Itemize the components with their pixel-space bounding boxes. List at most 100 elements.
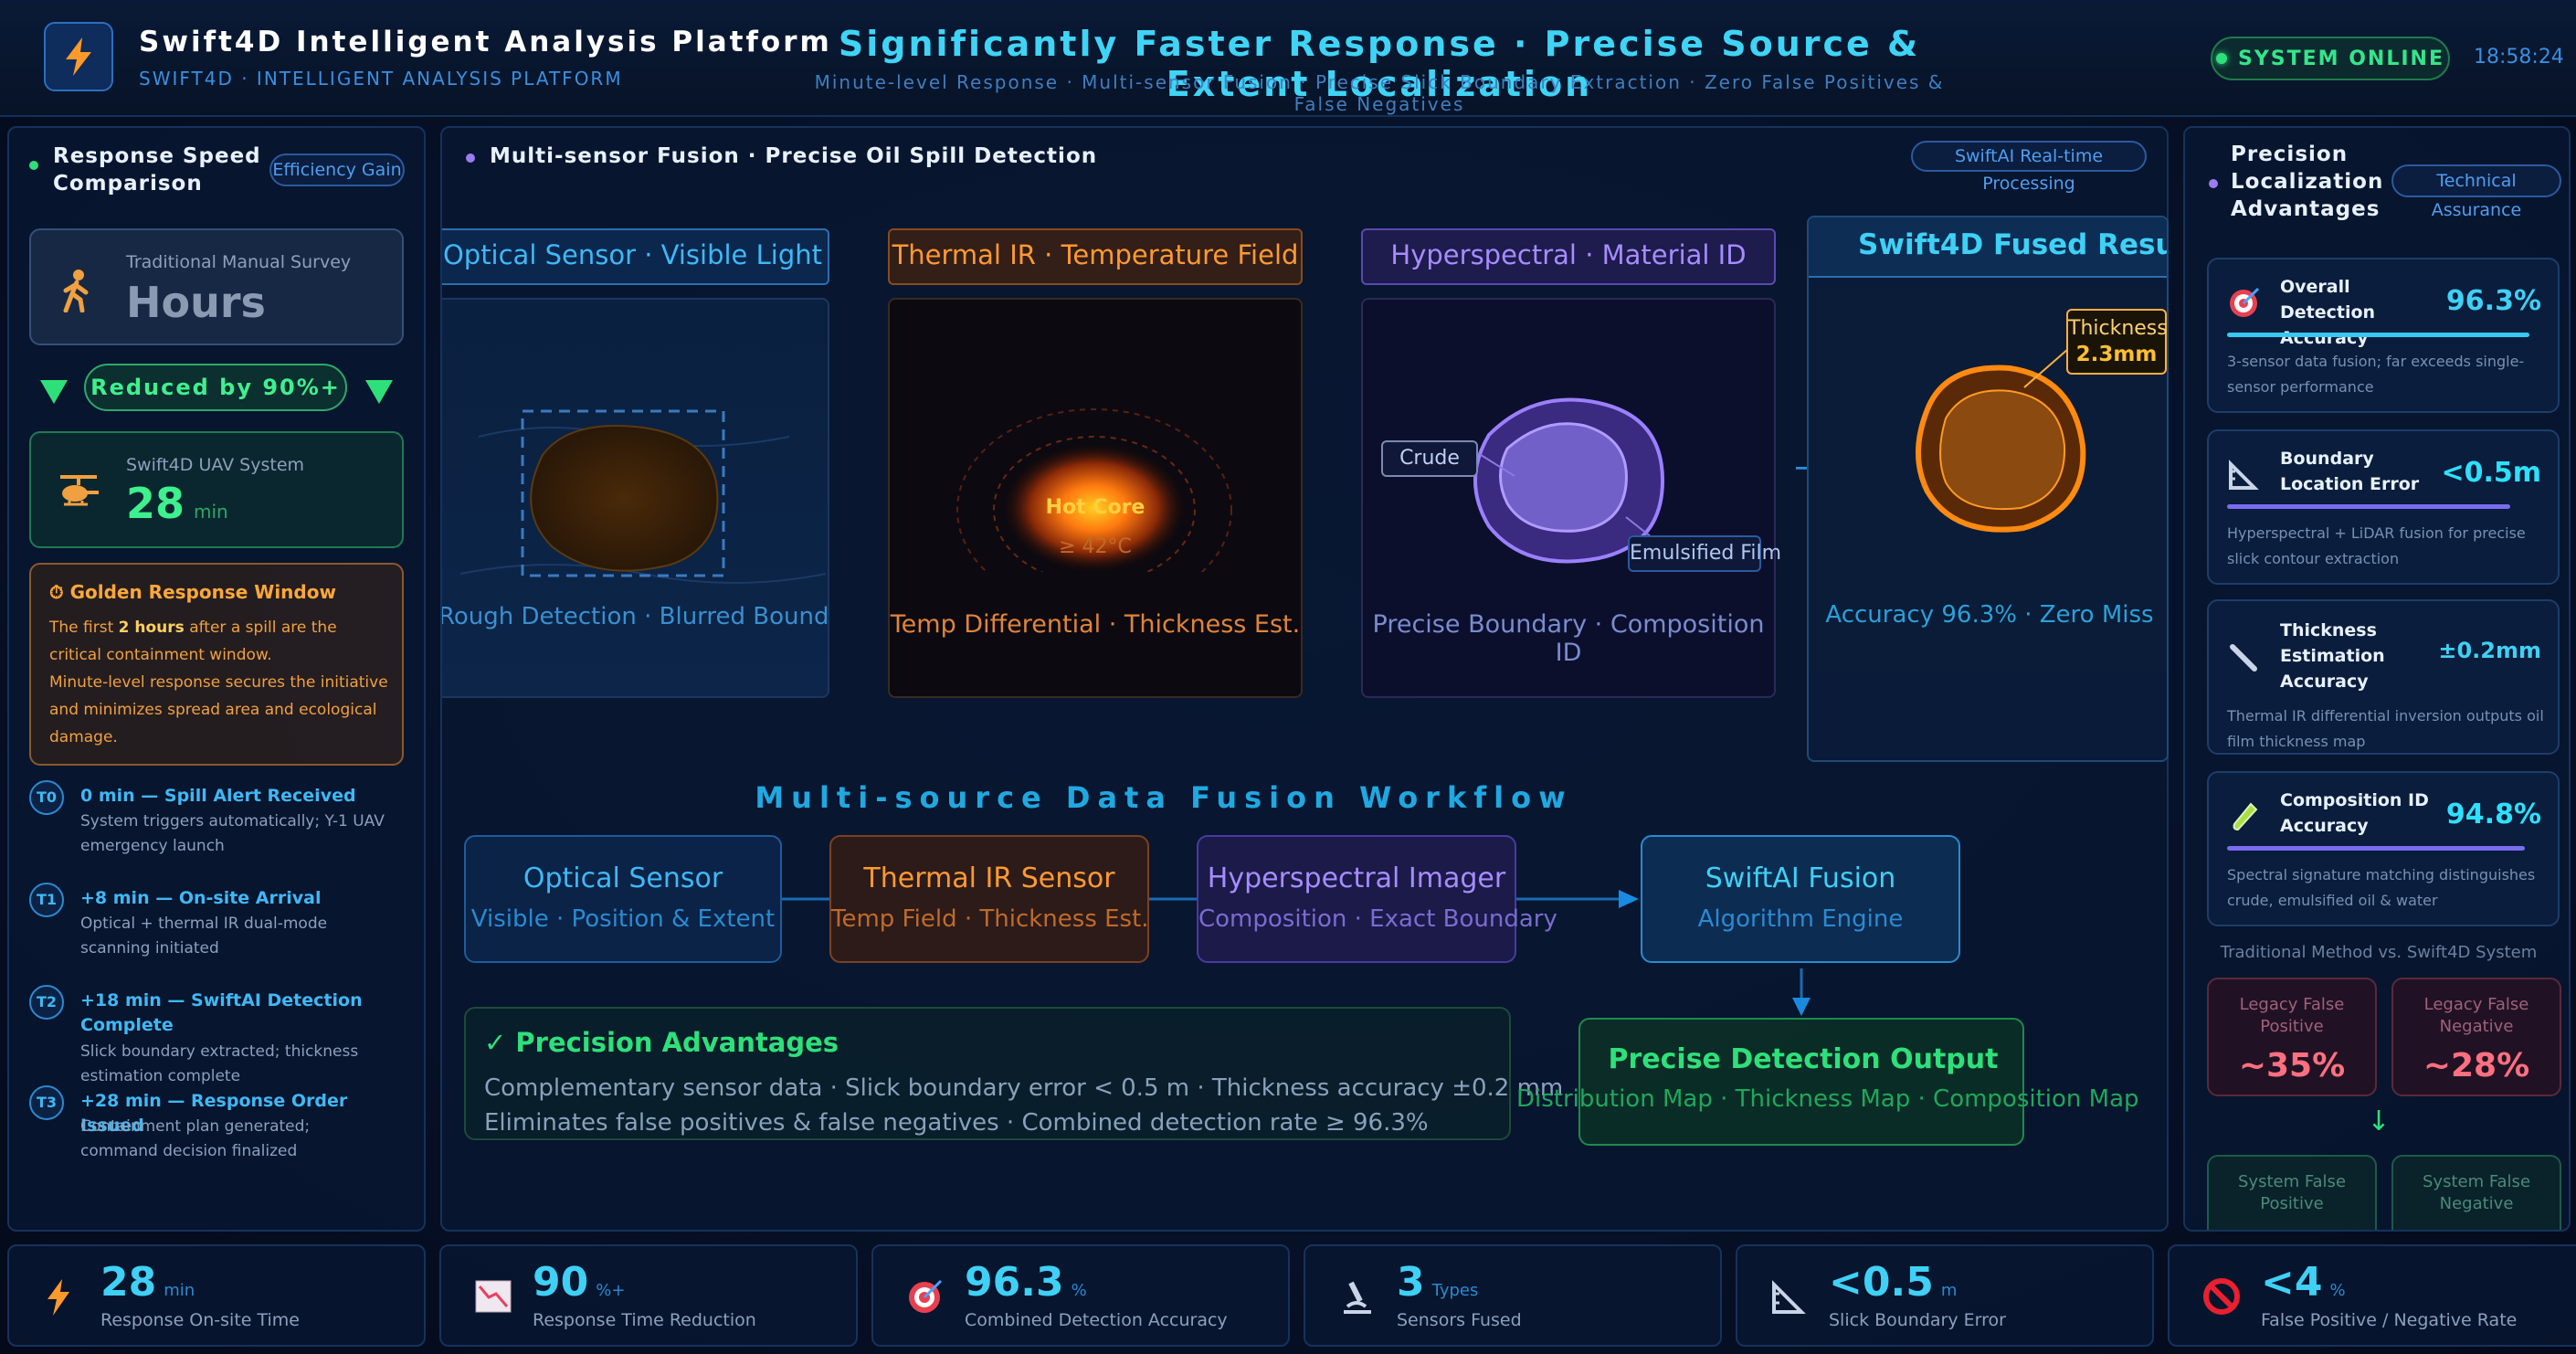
metric-desc: Hyperspectral + LiDAR fusion for precise… (2227, 524, 2526, 567)
down-triangle-icon (365, 380, 393, 404)
workflow-thermal-node: Thermal IR Sensor Temp Field · Thickness… (829, 835, 1149, 963)
prohibited-icon (2203, 1278, 2240, 1315)
footer-value-row: 90 %+ (533, 1259, 625, 1306)
optical-title: Optical Sensor · Visible Light (442, 239, 822, 270)
timeline-title: +18 min — SwiftAI Detection Complete (80, 990, 363, 1035)
footer-stat-card: <4 % False Positive / Negative Rate (2168, 1244, 2576, 1347)
status-dot (2216, 53, 2228, 64)
hyper-slick-graphic (1473, 397, 1665, 564)
footer-value-row: <4 % (2261, 1259, 2346, 1306)
thermal-heatmap-graphic (956, 408, 1232, 572)
timeline-item: T0 0 min — Spill Alert Received System t… (29, 780, 413, 872)
hyper-caption: Precise Boundary · Composition ID (1372, 610, 1765, 667)
hyper-header (1361, 228, 1776, 285)
footer-unit: %+ (596, 1281, 626, 1300)
workflow-title: Multi-source Data Fusion Workflow (755, 780, 1573, 815)
metric-card: Composition ID Accuracy 94.8% Spectral s… (2207, 771, 2560, 926)
emulsified-label: Emulsified Film (1628, 535, 1781, 572)
system-fp-card: System False Positive (2207, 1155, 2377, 1230)
left-panel: Response Speed Comparison Efficiency Gain… (7, 126, 426, 1232)
metric-desc: 3-sensor data fusion; far exceeds single… (2227, 353, 2525, 396)
advantages-line1: Complementary sensor data · Slick bounda… (484, 1074, 1564, 1102)
footer-stat-card: 28 min Response On-site Time (7, 1244, 426, 1347)
thermal-caption: Temp Differential · Thickness Est. (890, 610, 1301, 639)
metric-title: Composition ID Accuracy (2280, 790, 2429, 836)
advantages-title: ✓ Precision Advantages (484, 1027, 839, 1058)
footer-value-row: 28 min (100, 1259, 195, 1306)
uav-label: Swift4D UAV System (126, 455, 305, 475)
footer-value: 96.3 (965, 1259, 1064, 1306)
traditional-value: Hours (126, 278, 266, 327)
golden-window-text: The first 2 hours after a spill are the … (49, 619, 388, 746)
metric-bar (2227, 846, 2525, 851)
footer-stat-card: <0.5 m Slick Boundary Error (1736, 1244, 2154, 1347)
metric-card: Overall Detection Accuracy 96.3% 3-senso… (2207, 258, 2560, 413)
metric-title: Boundary Location Error (2280, 449, 2420, 494)
footer-label: Sensors Fused (1397, 1310, 1522, 1330)
footer-value: 3 (1397, 1259, 1425, 1306)
metric-bar (2227, 504, 2510, 509)
panel-dot (466, 153, 475, 163)
timeline-title: 0 min — Spill Alert Received (80, 786, 356, 806)
fused-result-view: Swift4D Fused Result Thickness 2.3mm Acc… (1807, 216, 2169, 762)
fused-title: Swift4D Fused Result (1858, 228, 2169, 261)
footer-label: Combined Detection Accuracy (965, 1310, 1228, 1330)
metric-desc: Spectral signature matching distinguishe… (2227, 866, 2536, 909)
advantages-line2: Eliminates false positives & false negat… (484, 1109, 1429, 1137)
metric-desc: Thermal IR differential inversion output… (2227, 707, 2544, 750)
legacy-fn-card: Legacy False Negative ~28% (2391, 978, 2561, 1096)
clock: 18:58:24 (2474, 46, 2564, 69)
metric-card: Thickness Estimation Accuracy ±0.2mm The… (2207, 599, 2560, 755)
metric-value: 94.8% (2445, 799, 2541, 830)
fused-slick-graphic (1916, 335, 2086, 533)
metric-value: ±0.2mm (2438, 638, 2541, 663)
metric-value: <0.5m (2441, 457, 2541, 489)
system-fn-card: System False Negative (2391, 1155, 2561, 1230)
metric-title: Thickness Estimation Accuracy (2280, 620, 2385, 692)
center-panel-title: Multi-sensor Fusion · Precise Oil Spill … (490, 144, 1098, 168)
optical-caption: Rough Detection · Blurred Boundary (442, 603, 829, 630)
fused-caption: Accuracy 96.3% · Zero Miss (1825, 601, 2154, 629)
footer-label: Slick Boundary Error (1829, 1310, 2006, 1330)
timeline-item: T3 +28 min — Response Order Issued Conta… (29, 1085, 413, 1177)
timeline-item: T1 +8 min — On-site Arrival Optical + th… (29, 883, 413, 974)
workflow-fusion-node: SwiftAI Fusion Algorithm Engine (1641, 835, 1960, 963)
timeline-badge: T0 (29, 780, 64, 815)
chart-down-icon (475, 1280, 512, 1313)
ruler-icon (1772, 1280, 1806, 1314)
thermal-header (888, 228, 1303, 285)
footer-unit: % (1071, 1281, 1087, 1300)
optical-slick-graphic (459, 409, 827, 584)
footer-unit: min (164, 1281, 195, 1300)
thickness-label: Thickness 2.3mm (2066, 309, 2167, 375)
uav-value: 28 min (126, 479, 228, 528)
footer-unit: % (2329, 1281, 2346, 1300)
test-tube-icon (2233, 802, 2258, 831)
ruler-icon (2229, 460, 2259, 490)
timeline-desc: Slick boundary extracted; thickness esti… (80, 1042, 359, 1085)
app-subtitle: SWIFT4D · INTELLIGENT ANALYSIS PLATFORM (139, 68, 623, 90)
header: Swift4D Intelligent Analysis Platform SW… (0, 0, 2576, 117)
golden-window-title: ⏱ Golden Response Window (49, 581, 336, 603)
logo (44, 22, 113, 91)
target-icon (2230, 287, 2260, 317)
footer-label: Response On-site Time (100, 1310, 300, 1330)
headline: Significantly Faster Response · Precise … (838, 24, 1921, 104)
compare-title: Traditional Method vs. Swift4D System (2220, 943, 2538, 962)
metric-bar (2227, 333, 2529, 337)
traditional-label: Traditional Manual Survey (126, 252, 352, 272)
timeline-badge: T1 (29, 883, 64, 917)
metric-value: 96.3% (2445, 285, 2541, 317)
footer-stat-card: 96.3 % Combined Detection Accuracy (871, 1244, 1290, 1347)
timer-icon: ⏱ (49, 581, 70, 603)
down-triangle-icon (40, 380, 68, 404)
footer-label: Response Time Reduction (533, 1310, 756, 1330)
timeline-item: T2 +18 min — SwiftAI Detection Complete … (29, 985, 413, 1085)
timeline-badge: T2 (29, 985, 64, 1020)
tagline: Minute-level Response · Multi-sensor Fus… (814, 71, 1945, 115)
status-badge: SYSTEM ONLINE (2211, 37, 2450, 80)
hyperspectral-sensor-view: Hyperspectral · Material ID Crude Emulsi… (1361, 228, 1781, 700)
helicopter-icon (60, 475, 99, 506)
efficiency-gain-tag: Efficiency Gain (269, 153, 405, 186)
footer-value: 90 (533, 1259, 589, 1306)
